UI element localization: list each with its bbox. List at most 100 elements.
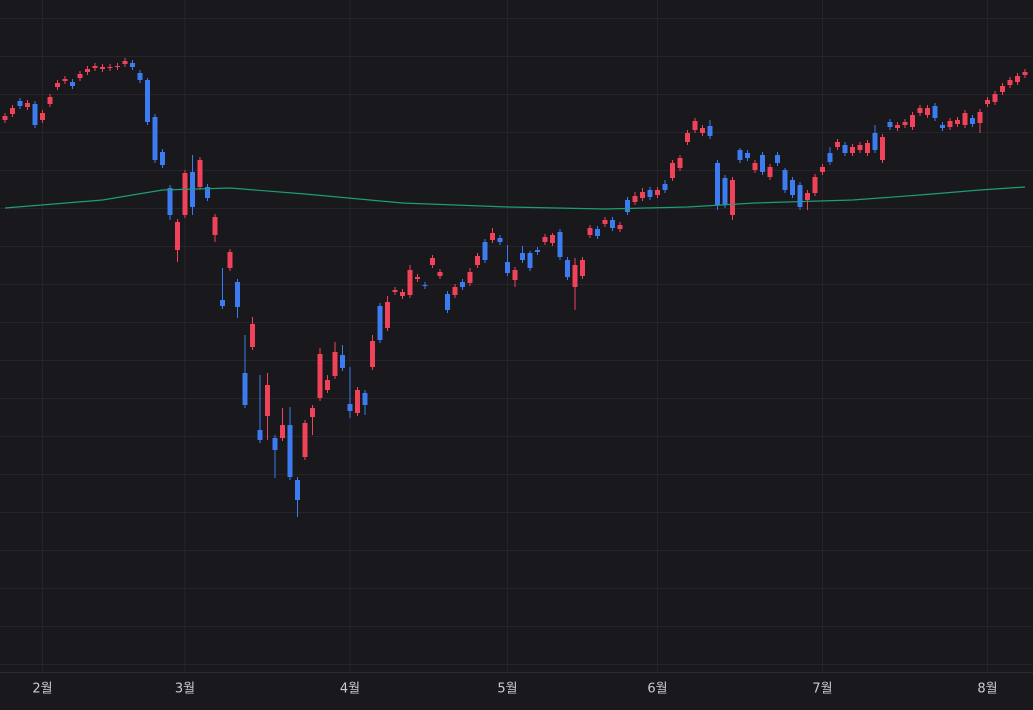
candle-body xyxy=(1015,76,1020,82)
candle-body xyxy=(857,145,863,150)
candle-body xyxy=(1022,72,1028,75)
candle-body xyxy=(182,173,188,215)
candle-body xyxy=(475,256,480,265)
candle-body xyxy=(40,113,45,120)
candle-body xyxy=(700,128,705,133)
candle-body xyxy=(692,121,698,130)
candle-body xyxy=(235,282,240,307)
candle-body xyxy=(917,108,923,113)
candle-body xyxy=(377,306,383,340)
candle-body xyxy=(760,155,765,172)
candle-body xyxy=(955,120,960,124)
candle-body xyxy=(167,188,173,215)
candle-body xyxy=(115,66,120,67)
candle-body xyxy=(722,178,728,205)
candle-body xyxy=(355,390,360,413)
candle-body xyxy=(437,272,443,276)
candle-body xyxy=(265,385,270,416)
candle-body xyxy=(775,155,780,163)
candle-body xyxy=(910,115,915,127)
candle-body xyxy=(130,63,135,67)
candle-body xyxy=(970,118,975,124)
candle-body xyxy=(280,425,285,438)
candle-body xyxy=(737,150,743,160)
candle-body xyxy=(25,103,30,107)
candle-body xyxy=(782,170,788,190)
candle-body xyxy=(347,404,353,411)
x-tick-label: 5월 xyxy=(497,682,517,697)
candle-body xyxy=(842,145,848,153)
candle-body xyxy=(197,160,203,187)
candle-body xyxy=(677,158,683,168)
candle-body xyxy=(310,408,315,417)
candle-body xyxy=(625,200,630,212)
candle-body xyxy=(452,287,458,295)
candle-body xyxy=(662,184,668,190)
candle-body xyxy=(415,277,420,279)
candle-body xyxy=(812,177,818,193)
candle-body xyxy=(550,235,555,243)
candle-body xyxy=(940,125,945,128)
candle-body xyxy=(325,380,330,390)
x-tick-label: 4월 xyxy=(340,682,360,697)
candle-body xyxy=(497,238,503,242)
candle-body xyxy=(565,260,570,277)
candle-body xyxy=(730,180,735,215)
candle-body xyxy=(400,292,405,296)
candle-body xyxy=(77,74,83,78)
candle-body xyxy=(827,153,833,162)
candle-body xyxy=(670,163,675,178)
candle-body xyxy=(602,220,608,224)
candle-body xyxy=(227,252,233,268)
candle-body xyxy=(557,232,563,257)
candle-body xyxy=(385,302,390,328)
x-tick-label: 6월 xyxy=(647,682,667,697)
candle-body xyxy=(10,108,15,114)
candle-body xyxy=(212,217,218,235)
candle-body xyxy=(460,282,465,287)
candle-body xyxy=(872,133,878,150)
candle-body xyxy=(580,260,585,276)
candle-body xyxy=(317,354,323,398)
candle-body xyxy=(70,82,75,86)
candle-body xyxy=(745,153,750,158)
candle-body xyxy=(100,67,105,69)
candle-body xyxy=(422,285,428,286)
candle-body xyxy=(430,258,435,265)
candle-body xyxy=(122,61,128,64)
candle-body xyxy=(1007,80,1013,85)
candle-body xyxy=(47,97,53,104)
candle-body xyxy=(55,83,60,87)
candle-body xyxy=(257,430,263,440)
x-tick-label: 2월 xyxy=(32,682,52,697)
candle-body xyxy=(362,393,368,405)
candle-body xyxy=(932,106,938,118)
candle-body xyxy=(880,137,885,160)
candle-body xyxy=(962,113,968,125)
candle-body xyxy=(92,66,98,68)
candle-body xyxy=(947,121,953,127)
candle-body xyxy=(887,122,893,127)
candle-body xyxy=(925,108,930,115)
candle-body xyxy=(895,125,900,128)
candle-body xyxy=(107,67,113,68)
candle-body xyxy=(160,152,165,165)
candle-body xyxy=(992,94,998,102)
x-tick-label: 3월 xyxy=(175,682,195,697)
candle-body xyxy=(535,250,540,252)
candle-body xyxy=(767,167,773,177)
candle-body xyxy=(32,104,38,125)
candle-body xyxy=(392,290,398,292)
candle-body xyxy=(617,225,623,229)
candle-body xyxy=(62,79,68,81)
candle-body xyxy=(445,294,450,310)
candle-body xyxy=(287,425,293,477)
candle-body xyxy=(902,122,908,125)
candle-body xyxy=(572,265,578,287)
candle-body xyxy=(490,233,495,240)
candle-body xyxy=(220,300,225,306)
candle-body xyxy=(272,438,278,450)
candle-body xyxy=(152,117,158,160)
moving-average-line xyxy=(4,186,1026,210)
candle-body xyxy=(407,270,413,295)
